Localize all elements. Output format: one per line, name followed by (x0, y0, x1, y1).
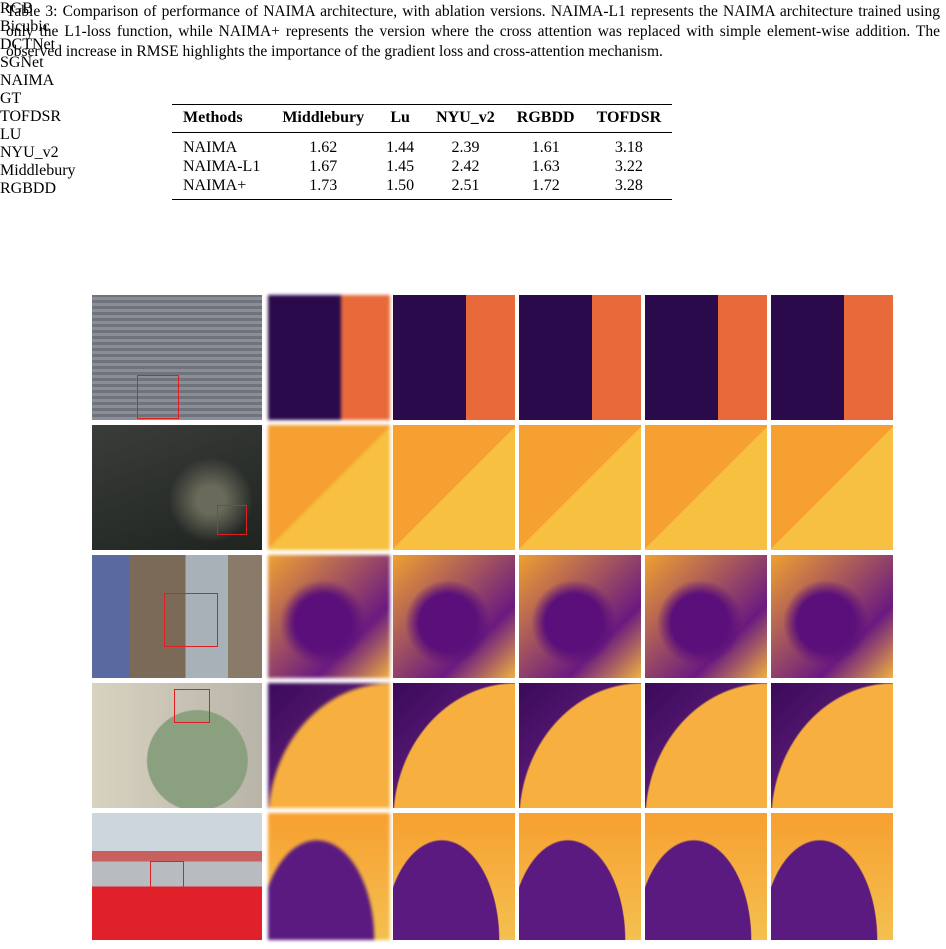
depth-image (645, 295, 767, 420)
table-caption: Table 3: Comparison of performance of NA… (6, 3, 940, 60)
table-cell: 1.61 (531, 139, 560, 156)
table-cell: NAIMA+ (183, 177, 247, 194)
depth-image (519, 683, 641, 808)
zoom-box (174, 689, 210, 723)
table-cell: 2.39 (451, 139, 480, 156)
zoom-box (150, 861, 184, 893)
column-header: RGBDD (505, 104, 586, 133)
table-row: NAIMA-L1 1.67 1.45 2.42 1.63 3.22 (172, 157, 672, 176)
depth-image (393, 425, 515, 550)
column-header: TOFDSR (585, 104, 673, 133)
depth-image (268, 555, 390, 678)
table-cell: 3.18 (614, 139, 643, 156)
table-cell: NAIMA (183, 139, 238, 156)
column-header: Methods (172, 104, 272, 133)
table-cell: 3.28 (614, 177, 643, 194)
results-table: Methods Middlebury Lu NYU_v2 RGBDD TOFDSR NAI… (172, 104, 673, 200)
depth-image (393, 555, 515, 678)
zoom-box (217, 505, 247, 535)
depth-image (519, 555, 641, 678)
column-header: NYU_v2 (425, 104, 506, 133)
depth-image (393, 295, 515, 420)
depth-image (645, 683, 767, 808)
column-title: NAIMA (0, 72, 55, 89)
table-body: NAIMA 1.62 1.44 2.39 1.61 3.18 NAIMA-L1 1.67 1.4… (172, 133, 672, 200)
depth-image (268, 425, 390, 550)
table-cell: NAIMA-L1 (183, 158, 261, 175)
depth-image (393, 813, 515, 940)
depth-image (771, 295, 893, 420)
rgb-image (92, 425, 262, 550)
rgb-image (92, 813, 262, 940)
table-row: NAIMA 1.62 1.44 2.39 1.61 3.18 (172, 133, 672, 158)
column-title: GT (0, 90, 22, 107)
depth-image (771, 683, 893, 808)
table-cell: 1.45 (386, 158, 415, 175)
depth-image (771, 425, 893, 550)
depth-image (268, 813, 390, 940)
rgb-image (92, 295, 262, 420)
depth-image (393, 683, 515, 808)
table-cell: 1.67 (309, 158, 338, 175)
rgb-image (92, 683, 262, 808)
rgb-image (92, 555, 262, 678)
depth-image (645, 425, 767, 550)
table-cell: 1.62 (309, 139, 338, 156)
depth-image (268, 683, 390, 808)
table-cell: 1.73 (309, 177, 338, 194)
table-cell: 2.51 (451, 177, 480, 194)
depth-image (268, 295, 390, 420)
table-cell: 1.63 (531, 158, 560, 175)
depth-image (645, 813, 767, 940)
zoom-box (137, 375, 179, 419)
depth-image (519, 425, 641, 550)
table-cell: 1.50 (386, 177, 415, 194)
table-cell: 3.22 (614, 158, 643, 175)
depth-image (519, 295, 641, 420)
depth-image (645, 555, 767, 678)
table-cell: 2.42 (451, 158, 480, 175)
column-header: Middlebury (271, 104, 376, 133)
table-row: NAIMA+ 1.73 1.50 2.51 1.72 3.28 (172, 176, 672, 200)
table-cell: 1.72 (531, 177, 560, 194)
depth-image (771, 555, 893, 678)
zoom-box (164, 593, 218, 647)
table-header: Methods Middlebury Lu NYU_v2 RGBDD TOFDSR (172, 104, 673, 133)
table-cell: 1.44 (386, 139, 415, 156)
depth-image (519, 813, 641, 940)
column-header: Lu (375, 104, 426, 133)
depth-image (771, 813, 893, 940)
